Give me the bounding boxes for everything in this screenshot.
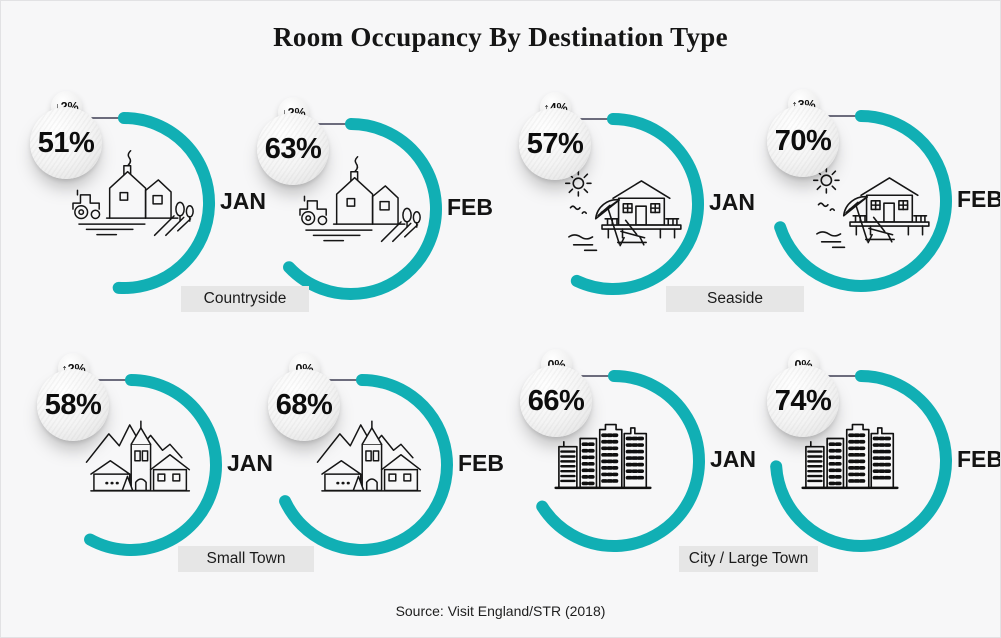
month-label: FEB — [458, 450, 504, 476]
occupancy-badge: 58% — [37, 369, 109, 441]
gauge-countryside-feb: ↓2% 63% FEB — [236, 94, 493, 324]
month-label: JAN — [709, 189, 756, 215]
month-label: FEB — [957, 186, 1001, 212]
gauge-small-town-jan: ↑2% 58% JAN — [16, 350, 273, 580]
gauge-countryside-jan: ↓2% 51% JAN — [9, 88, 266, 318]
gauge-seaside-jan: ↑4% 57% JAN — [498, 89, 755, 319]
occupancy-value: 74% — [774, 384, 832, 417]
occupancy-badge: 51% — [30, 107, 102, 179]
occupancy-badge: 68% — [268, 369, 340, 441]
month-label: JAN — [710, 446, 757, 472]
beach-house-illustration — [809, 159, 947, 254]
occupancy-value: 58% — [44, 388, 102, 421]
occupancy-badge: 74% — [767, 365, 839, 437]
category-label-city-large-town: City / Large Town — [679, 546, 818, 572]
occupancy-value: 57% — [526, 127, 584, 160]
category-label-small-town: Small Town — [178, 546, 314, 572]
beach-house-illustration — [561, 162, 699, 257]
occupancy-value: 66% — [527, 384, 585, 417]
gauge-city-jan: 0% 66% JAN — [499, 346, 756, 576]
gauge-small-town-feb: 0% 68% FEB — [247, 350, 504, 580]
occupancy-value: 51% — [37, 126, 95, 159]
occupancy-badge: 63% — [257, 113, 329, 185]
occupancy-value: 68% — [275, 388, 333, 421]
occupancy-value: 70% — [774, 124, 832, 157]
month-label: JAN — [227, 450, 274, 476]
month-label: JAN — [220, 188, 267, 214]
category-label-countryside: Countryside — [181, 286, 309, 312]
gauge-seaside-feb: ↑3% 70% FEB — [746, 86, 1000, 316]
month-label: FEB — [957, 446, 1001, 472]
chart-title: Room Occupancy By Destination Type — [273, 22, 728, 52]
category-label-seaside: Seaside — [666, 286, 804, 312]
month-label: FEB — [447, 194, 493, 220]
occupancy-badge: 57% — [519, 108, 591, 180]
gauge-city-feb: 0% 74% FEB — [746, 346, 1000, 576]
occupancy-value: 63% — [264, 132, 322, 165]
occupancy-badge: 70% — [767, 105, 839, 177]
occupancy-badge: 66% — [520, 365, 592, 437]
source-caption: Source: Visit England/STR (2018) — [395, 603, 606, 619]
